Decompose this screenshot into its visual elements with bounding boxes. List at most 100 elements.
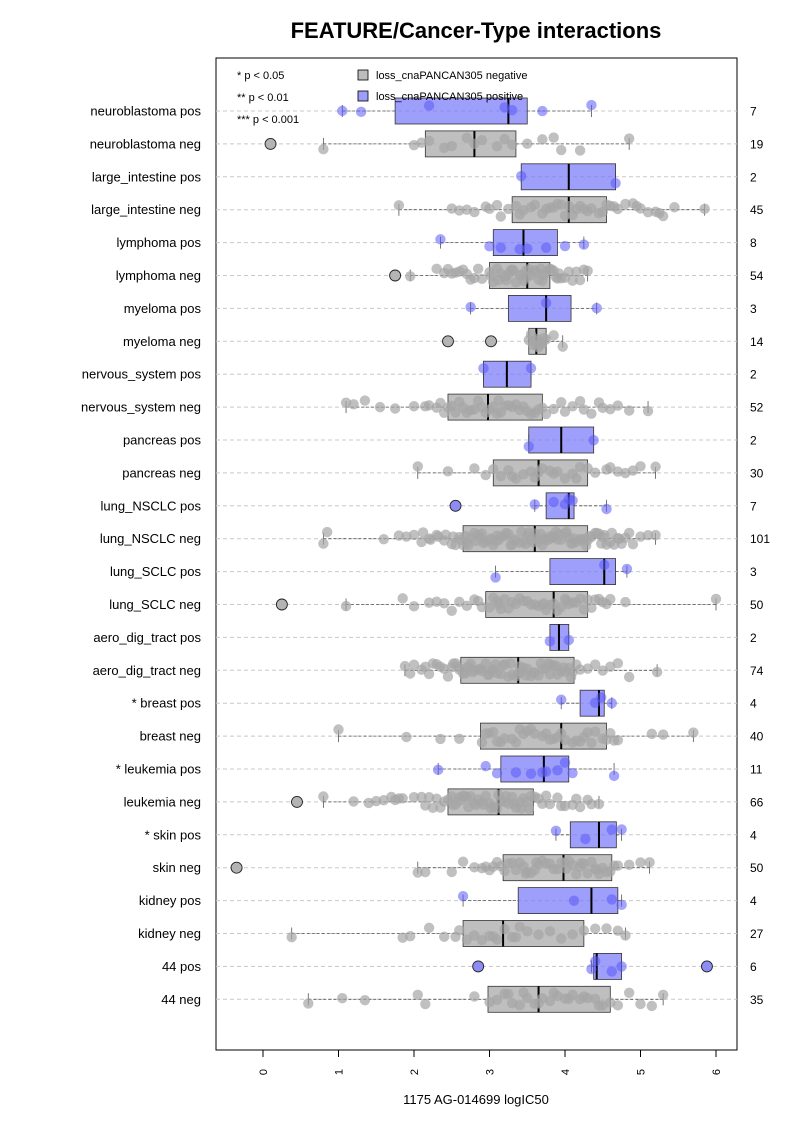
data-point	[514, 1000, 525, 1011]
data-point	[488, 861, 499, 872]
data-point	[408, 529, 420, 541]
data-point	[548, 496, 559, 508]
data-point	[499, 923, 510, 935]
sample-count: 52	[750, 401, 764, 415]
data-point	[608, 201, 620, 212]
data-point	[538, 598, 550, 609]
data-point	[488, 931, 499, 942]
data-point	[620, 596, 631, 608]
data-point	[476, 273, 488, 285]
data-point	[469, 463, 480, 474]
data-point	[417, 527, 429, 538]
data-point	[593, 1000, 605, 1011]
data-point	[485, 803, 497, 814]
data-point	[393, 200, 405, 211]
data-point	[505, 539, 516, 551]
points	[230, 99, 722, 1012]
data-point	[556, 397, 567, 408]
data-point	[565, 538, 577, 549]
data-point	[561, 863, 572, 875]
data-point	[567, 767, 578, 779]
data-point	[454, 733, 465, 745]
data-point	[427, 658, 439, 669]
sample-count: 66	[750, 795, 764, 809]
row-label: myeloma pos	[124, 301, 202, 316]
data-point	[561, 526, 572, 537]
data-point	[495, 861, 507, 872]
data-point	[461, 204, 473, 215]
data-point	[529, 199, 540, 211]
data-point	[520, 868, 531, 879]
data-point	[548, 863, 559, 875]
data-point	[642, 529, 654, 541]
data-point	[531, 857, 542, 868]
data-point	[520, 265, 531, 277]
data-point	[510, 932, 522, 943]
data-point	[446, 140, 457, 152]
data-point	[556, 694, 567, 705]
sample-count: 3	[750, 302, 757, 316]
data-point	[578, 264, 590, 275]
row-label: kidney neg	[138, 926, 201, 941]
row-label: lymphoma neg	[116, 268, 201, 283]
data-point	[523, 527, 534, 538]
data-point	[427, 802, 439, 813]
data-point	[508, 798, 519, 810]
data-point	[450, 931, 461, 943]
data-point	[565, 672, 577, 683]
data-point	[616, 824, 627, 835]
data-point	[518, 728, 529, 740]
data-point	[593, 798, 605, 810]
data-point	[525, 723, 537, 735]
data-point	[567, 495, 578, 506]
data-point	[548, 330, 559, 341]
x-axis-label: 1175 AG-014699 logIC50	[403, 1092, 549, 1107]
data-point	[540, 858, 552, 869]
data-point	[601, 734, 612, 745]
data-point	[480, 861, 491, 872]
data-point	[475, 532, 486, 543]
data-point	[510, 864, 522, 876]
data-point	[472, 263, 484, 274]
data-point	[476, 134, 488, 146]
data-point	[485, 666, 497, 677]
sample-count: 27	[750, 927, 764, 941]
data-point	[590, 467, 601, 478]
data-point	[631, 200, 642, 212]
data-point	[448, 658, 459, 669]
x-tick-label: 3	[485, 1069, 497, 1075]
sample-count: 11	[750, 763, 763, 777]
data-point	[510, 399, 522, 410]
data-point	[556, 800, 567, 812]
data-point	[586, 203, 597, 214]
data-point	[544, 636, 556, 647]
data-point	[586, 798, 597, 810]
sample-count: 2	[750, 368, 757, 382]
data-point	[431, 263, 442, 275]
data-point	[522, 138, 533, 149]
data-point	[601, 598, 612, 610]
data-point	[535, 658, 547, 669]
row-label: nervous_system pos	[82, 367, 202, 382]
data-point	[590, 659, 601, 670]
outlier-point	[389, 269, 402, 282]
data-point	[559, 240, 571, 252]
data-point	[393, 530, 405, 541]
row-label: myeloma neg	[123, 334, 201, 349]
outlier-point	[442, 335, 454, 348]
data-point	[318, 791, 329, 802]
x-axis: 0 1 2 3 4 5 6	[258, 1050, 723, 1075]
data-point	[556, 199, 567, 210]
outlier-point	[700, 960, 713, 973]
data-point	[582, 594, 593, 605]
outlier-point	[230, 861, 243, 874]
data-point	[528, 537, 539, 548]
data-point	[586, 737, 597, 749]
legend-label-negative: loss_cnaPANCAN305 negative	[376, 70, 527, 82]
data-point	[558, 662, 569, 673]
data-point	[552, 765, 563, 776]
data-point	[544, 669, 556, 680]
data-point	[461, 132, 473, 144]
sample-count: 45	[750, 203, 764, 217]
data-point	[480, 469, 491, 481]
